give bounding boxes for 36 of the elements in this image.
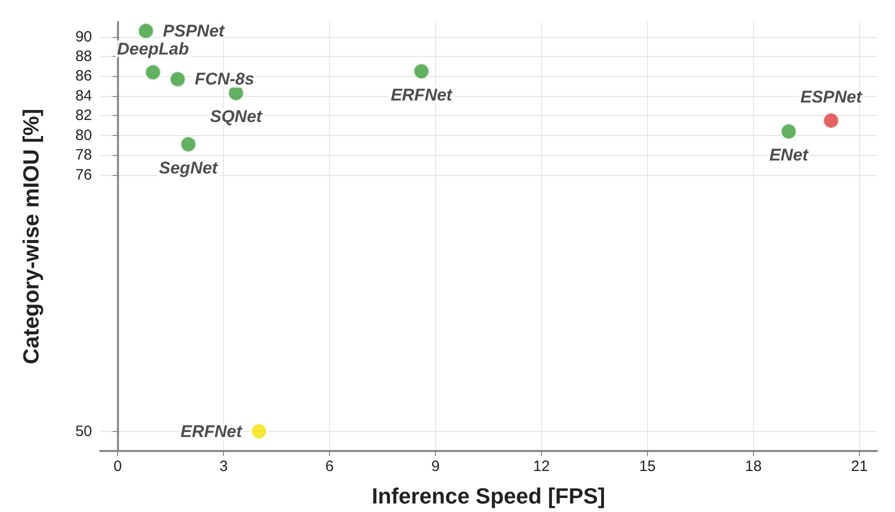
y-tick-label: 88 [75,48,92,66]
y-tick-label: 82 [75,107,92,124]
x-tick-label: 18 [745,458,762,475]
point [144,63,162,82]
x-axis-title: Inference Speed [FPS] [372,484,606,508]
y-tick-label: 78 [75,146,92,164]
point [136,22,155,40]
x-tick-label: 0 [113,458,122,475]
y-axis-title: Category-wise mIOU [%] [18,108,44,364]
x-tick-label: 6 [325,458,334,475]
x-tick-label: 3 [219,458,228,475]
data-label: ERFNet [180,422,244,441]
point [780,122,798,140]
point [822,112,840,130]
data-label: SQNet [210,107,264,126]
point [179,135,198,154]
data-label: PSPNet [162,21,226,40]
y-tick-label: 90 [75,28,92,46]
x-tick-label: 15 [639,458,656,475]
point [412,62,430,80]
data-label: SegNet [159,158,219,178]
data-label: ESPNet [800,88,864,107]
point [168,70,187,88]
y-tick-label: 50 [75,422,92,440]
x-tick-label: 21 [850,458,868,475]
y-tick-label: 80 [75,126,92,144]
point [250,422,268,440]
data-label: FCN-8s [194,70,254,89]
y-tick-label: 76 [75,166,92,184]
y-tick-label: 86 [75,68,92,85]
data-label: ERFNet [390,85,454,104]
x-tick-label: 12 [533,458,550,475]
data-label: DeepLab [117,39,189,58]
x-tick-label: 9 [431,458,440,475]
y-tick-label: 84 [75,87,92,104]
data-label: ENet [769,145,810,164]
